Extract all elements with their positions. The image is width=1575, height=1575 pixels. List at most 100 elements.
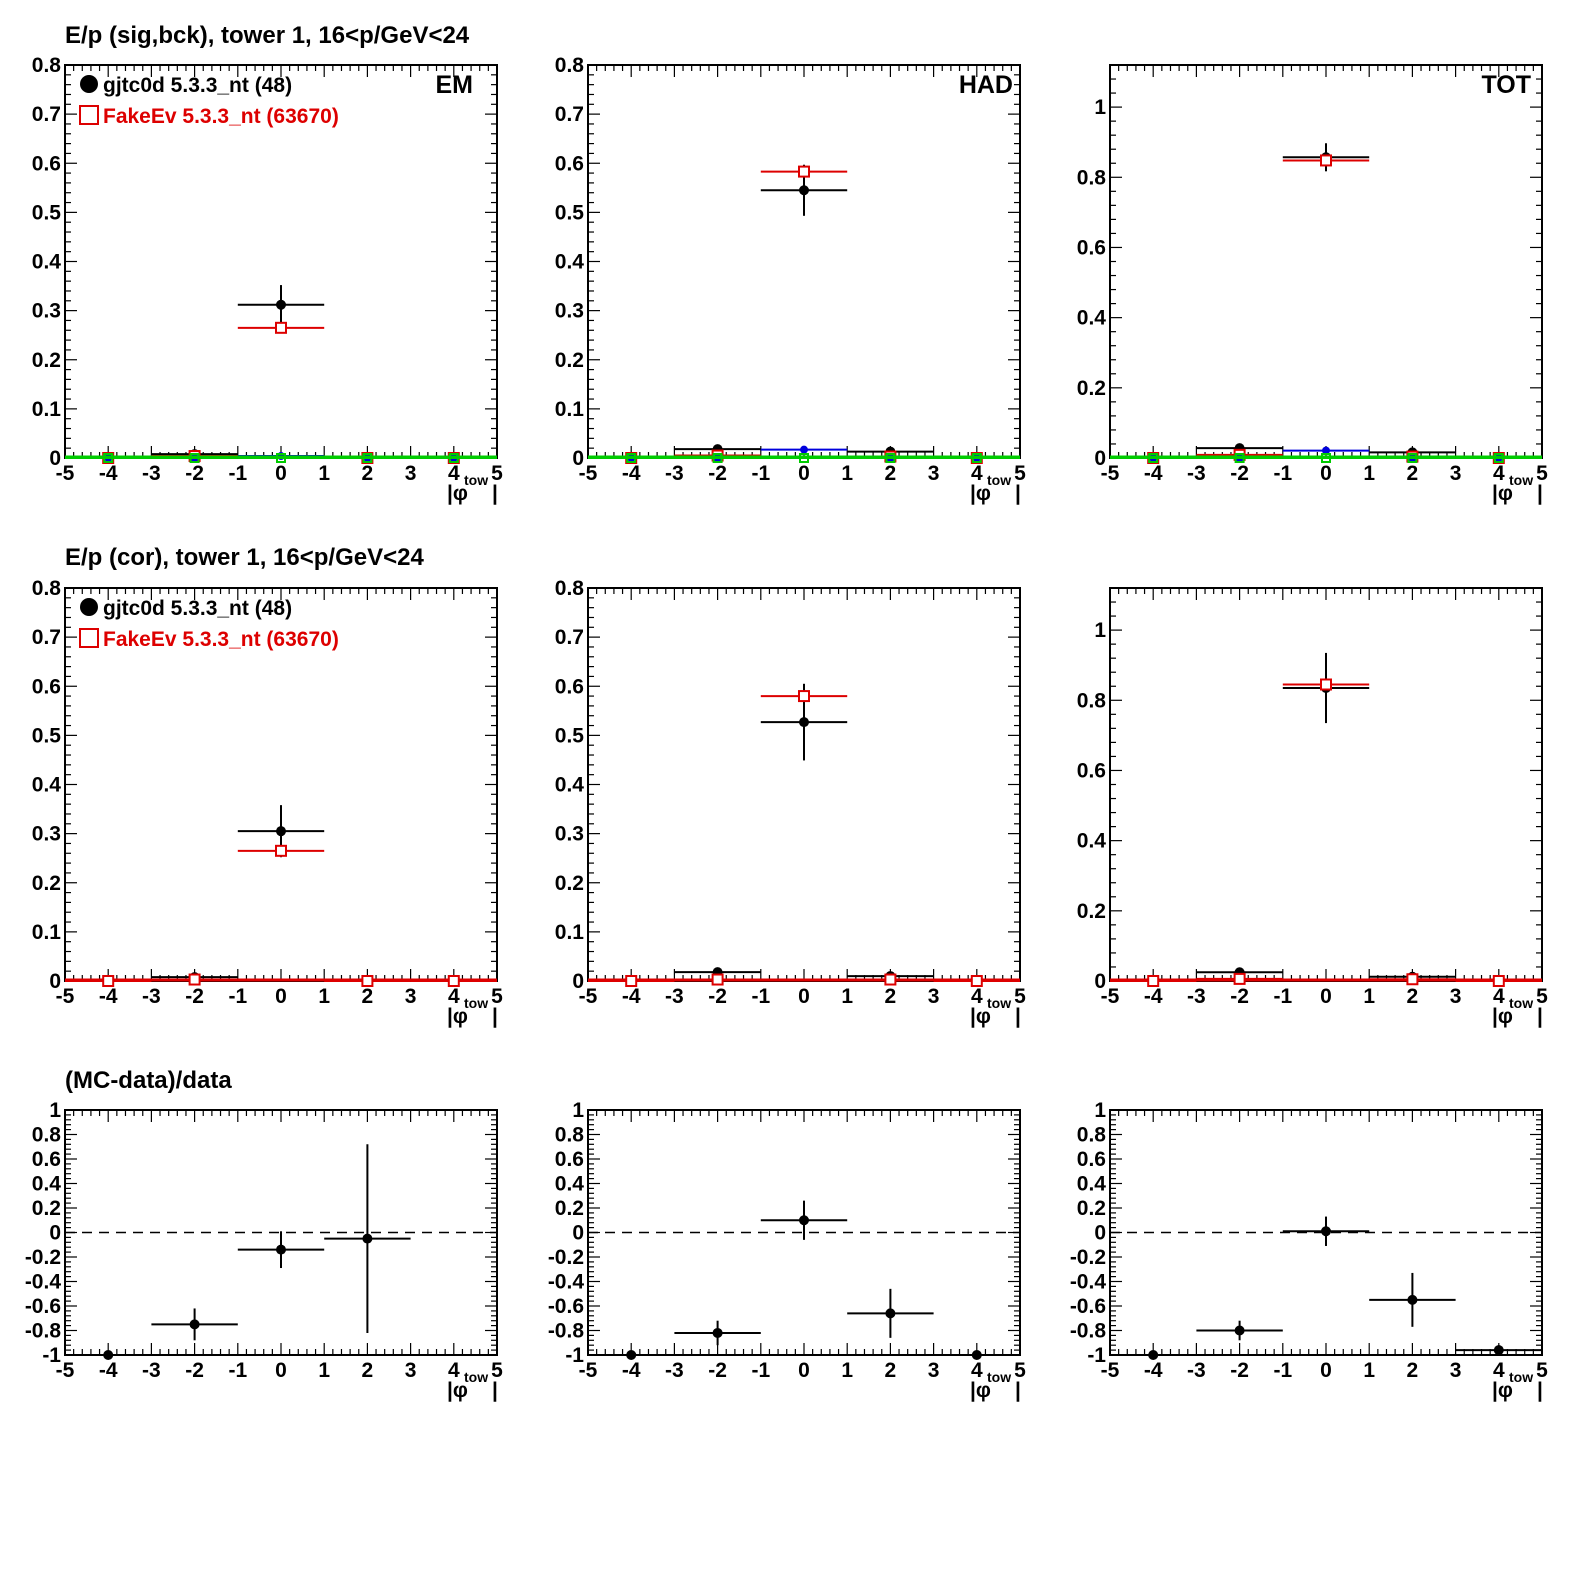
data-point <box>276 453 286 463</box>
data-point <box>1148 1350 1159 1360</box>
y-tick-label: -0.8 <box>548 1320 585 1343</box>
x-tick-label: 1 <box>841 985 853 1008</box>
data-point <box>447 975 460 987</box>
series-0 <box>1110 1216 1542 1360</box>
x-tick-label: -2 <box>708 985 727 1008</box>
data-point <box>1492 975 1505 987</box>
series-1 <box>65 844 497 987</box>
x-axis-title-close: | <box>1015 1005 1021 1028</box>
x-tick-label: -2 <box>708 462 727 485</box>
data-point <box>799 717 809 728</box>
data-point <box>189 1319 200 1330</box>
data-point <box>712 1327 723 1338</box>
y-tick-label: 0.5 <box>32 724 62 747</box>
y-tick-label: 0 <box>1094 970 1106 993</box>
x-tick-label: 3 <box>1450 462 1462 485</box>
x-tick-label: -5 <box>1101 985 1120 1008</box>
y-tick-label: 0.6 <box>1077 759 1106 782</box>
x-tick-label: -1 <box>228 1359 247 1382</box>
x-tick-label: 0 <box>275 985 287 1008</box>
x-tick-label: 2 <box>1407 985 1419 1008</box>
x-tick-label: -3 <box>142 1359 161 1382</box>
x-tick-label: 5 <box>1014 1359 1026 1382</box>
data-point <box>711 973 724 986</box>
y-tick-label: 0.4 <box>555 1173 585 1196</box>
x-axis-title: |φ <box>1492 1379 1513 1402</box>
x-tick-label: -1 <box>1273 985 1292 1008</box>
y-tick-label: 0.2 <box>32 872 61 895</box>
legend-data-marker <box>80 598 98 616</box>
y-tick-label: -0.6 <box>548 1295 584 1318</box>
y-tick-label: -0.6 <box>25 1295 61 1318</box>
y-tick-label: -0.4 <box>25 1271 62 1294</box>
x-tick-label: -2 <box>708 1359 727 1382</box>
x-tick-label: -2 <box>1230 985 1249 1008</box>
y-tick-label: -0.8 <box>25 1320 62 1343</box>
y-tick-label: 0.7 <box>555 626 584 649</box>
x-tick-label: 4 <box>971 1359 983 1382</box>
x-tick-label: -4 <box>99 985 118 1008</box>
y-tick-label: 0.1 <box>32 921 62 944</box>
y-tick-label: 0.2 <box>555 872 584 895</box>
y-tick-label: -0.4 <box>548 1271 585 1294</box>
x-tick-label: -5 <box>579 1359 598 1382</box>
x-tick-label: -4 <box>99 1359 118 1382</box>
y-tick-label: -0.2 <box>1070 1246 1106 1269</box>
x-tick-label: 0 <box>798 985 810 1008</box>
x-tick-label: -5 <box>579 462 598 485</box>
y-tick-label: 0.8 <box>32 54 62 77</box>
x-tick-label: -2 <box>185 462 204 485</box>
x-axis-title: |φ <box>447 482 468 505</box>
y-tick-label: 1 <box>49 1099 61 1122</box>
y-tick-label: 0.2 <box>555 349 584 372</box>
chart-panel-2-1: -5 -4 -3 -2 -1 0 1 2 3 4 5|φtow|-1-0.8-0.6-0.4-0.2… <box>548 1099 1026 1402</box>
x-axis-title-sub: tow <box>464 1369 488 1385</box>
x-tick-label: -3 <box>142 985 161 1008</box>
row-title-sig-bck: E/p (sig,bck), tower 1, 16<p/GeV<24 <box>65 22 470 49</box>
x-axis-title-sub: tow <box>1509 995 1533 1011</box>
x-axis-title: |φ <box>447 1379 468 1402</box>
data-point <box>361 975 374 987</box>
y-tick-label: 0.3 <box>32 300 61 323</box>
y-tick-label: -0.8 <box>1070 1320 1107 1343</box>
y-tick-label: 0.2 <box>1077 1197 1106 1220</box>
series-0 <box>588 1200 1020 1360</box>
x-axis-title-close: | <box>1537 1005 1543 1028</box>
x-tick-label: -1 <box>1273 1359 1292 1382</box>
x-tick-label: 4 <box>971 985 983 1008</box>
data-point <box>971 1350 982 1360</box>
y-tick-label: 0.8 <box>1077 166 1107 189</box>
x-axis-title: |φ <box>970 482 991 505</box>
data-point <box>799 185 809 196</box>
x-tick-label: 5 <box>1536 985 1548 1008</box>
y-tick-label: 0.6 <box>32 152 61 175</box>
data-point <box>103 453 114 463</box>
y-tick-label: 1 <box>572 1099 584 1122</box>
x-tick-label: 5 <box>1014 462 1026 485</box>
data-point <box>276 826 286 837</box>
x-tick-label: 4 <box>448 985 460 1008</box>
x-tick-label: -2 <box>185 1359 204 1382</box>
data-point <box>1321 1226 1331 1237</box>
data-point <box>103 1350 114 1360</box>
y-tick-label: -0.4 <box>1070 1271 1107 1294</box>
y-tick-label: 0 <box>49 447 61 470</box>
x-tick-label: 2 <box>362 1359 374 1382</box>
y-tick-label: 0.6 <box>555 1148 584 1171</box>
x-tick-label: 3 <box>405 1359 417 1382</box>
panel-tag-had: HAD <box>959 71 1013 99</box>
series-3 <box>588 453 1020 463</box>
x-tick-label: 0 <box>1320 462 1332 485</box>
x-tick-label: 1 <box>841 1359 853 1382</box>
data-point <box>1233 972 1246 985</box>
x-tick-label: 2 <box>885 462 897 485</box>
x-tick-label: 5 <box>1536 462 1548 485</box>
y-tick-label: 0.5 <box>32 201 62 224</box>
x-tick-label: 0 <box>1320 985 1332 1008</box>
data-point <box>970 975 983 987</box>
data-point <box>1406 973 1419 986</box>
x-tick-label: -5 <box>1101 462 1120 485</box>
x-tick-label: 4 <box>1493 985 1505 1008</box>
